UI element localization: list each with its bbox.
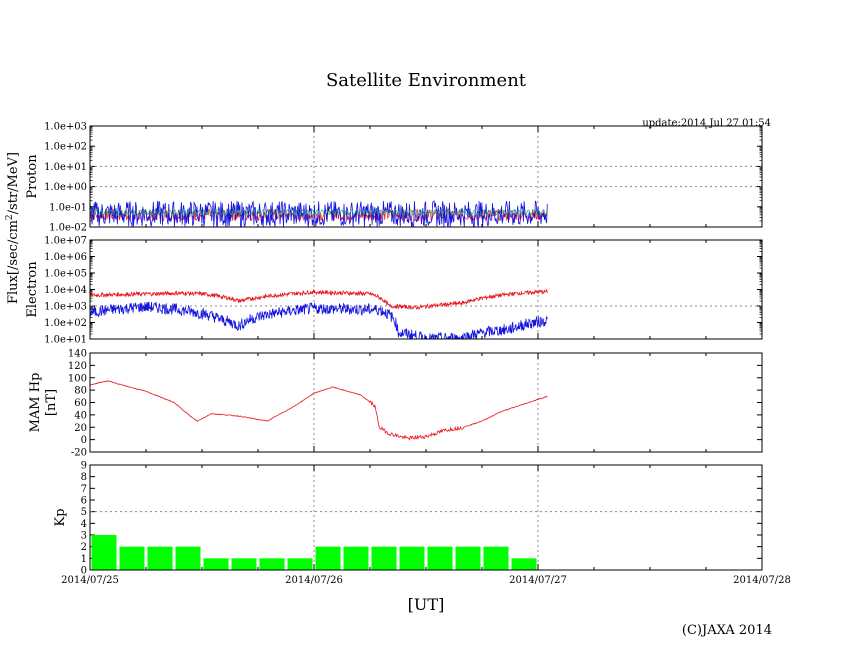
update-timestamp: update:2014 Jul 27 01:54 [642,118,771,129]
y-tick-label: 1.0e+02 [44,318,87,329]
panel-frame [89,125,763,228]
y-tick-label: 40 [74,410,87,421]
series-group [91,535,537,570]
y-axis-label-line: Proton [25,154,40,199]
flux-label-part-a: Flux[/sec/cm [6,220,21,304]
y-tick-label: 2 [81,542,87,553]
x-tick-label: 2014/07/28 [733,575,791,586]
proton-series-green [90,209,548,216]
y-tick-label: 0 [81,435,87,446]
panel-frame [89,239,763,340]
y-tick-label: 1.0e+02 [44,142,87,153]
y-tick-label: 1.0e+04 [44,285,87,296]
kp-bar [231,558,257,570]
kp-bar [287,558,313,570]
x-tick-label: 2014/07/27 [509,575,567,586]
y-tick-label: 1.0e+01 [44,335,87,346]
y-axis-label-line: MAM Hp [28,373,43,433]
series-group [90,288,548,339]
y-tick-label: 100 [68,373,87,384]
kp-bar [511,558,537,570]
y-tick-label: 8 [81,472,87,483]
kp-bar [483,546,509,570]
y-tick-label: 140 [68,349,87,360]
y-tick-label: 80 [74,386,87,397]
flux-label-sup: 2 [5,214,15,220]
y-tick-label: 1.0e+00 [44,182,87,193]
y-tick-label: 1.0e+03 [44,302,87,313]
kp-bar [259,558,285,570]
kp-bar [399,546,425,570]
y-axis-label: MAM Hp[nT] [28,373,59,433]
y-tick-label: -20 [71,448,87,459]
y-tick-label: 4 [81,519,87,530]
panel-frame [89,464,763,571]
y-axis-label-line: Electron [25,261,40,318]
kp-bar [455,546,481,570]
y-tick-label: 1.0e+01 [44,162,87,173]
y-tick-label: 1.0e+06 [44,252,87,263]
y-tick-label: 1.0e+07 [44,236,87,247]
panel-frame [89,352,763,453]
electron-series-red [90,288,548,310]
x-axis-unit-label: [UT] [408,595,445,614]
y-tick-label: 6 [81,496,87,507]
flux-axis-label: Flux[/sec/cm2/str/MeV] [5,152,21,304]
y-tick-label: 120 [68,361,87,372]
kp-bar [119,546,145,570]
hp-series-red [90,380,548,441]
kp-bar [175,546,201,570]
y-tick-label: 1.0e-01 [49,202,87,213]
y-axis-label: Proton [25,154,40,199]
y-tick-label: 7 [81,484,87,495]
chart-title: Satellite Environment [326,70,527,91]
y-tick-label: 5 [81,507,87,518]
kp-bar [203,558,229,570]
x-tick-label: 2014/07/25 [61,575,119,586]
y-axis-label: Kp [53,508,68,526]
kp-bar [315,546,341,570]
y-tick-label: 1.0e+03 [44,122,87,133]
kp-bar [427,546,453,570]
flux-label-part-b: /str/MeV] [6,152,21,214]
y-tick-label: 9 [81,461,87,472]
series-group [90,200,548,227]
proton-series-blue [90,200,548,227]
y-tick-label: 0 [81,566,87,577]
kp-bar [147,546,173,570]
y-axis-label-line: [nT] [44,389,59,416]
y-axis-label-line: Kp [53,508,68,526]
y-tick-label: 1 [81,554,87,565]
x-tick-label: 2014/07/26 [285,575,343,586]
series-group [90,380,548,441]
kp-bar [371,546,397,570]
kp-bar [91,535,117,570]
y-axis-label: Electron [25,261,40,318]
electron-series-blue [90,301,548,339]
kp-bar [343,546,369,570]
y-tick-label: 1.0e+05 [44,269,87,280]
copyright-text: (C)JAXA 2014 [682,623,772,638]
panel-electron: 1.0e+01 1.0e+02 1.0e+03 1.0e+04 1.0e+05 1.0e+… [25,236,763,346]
y-tick-label: 20 [74,423,87,434]
y-tick-label: 1.0e-02 [49,223,87,234]
panel-proton: 1.0e-02 1.0e-01 1.0e+00 1.0e+01 1.0e+02 1.0e+… [25,122,763,234]
y-tick-label: 60 [74,398,87,409]
y-tick-label: 3 [81,531,87,542]
